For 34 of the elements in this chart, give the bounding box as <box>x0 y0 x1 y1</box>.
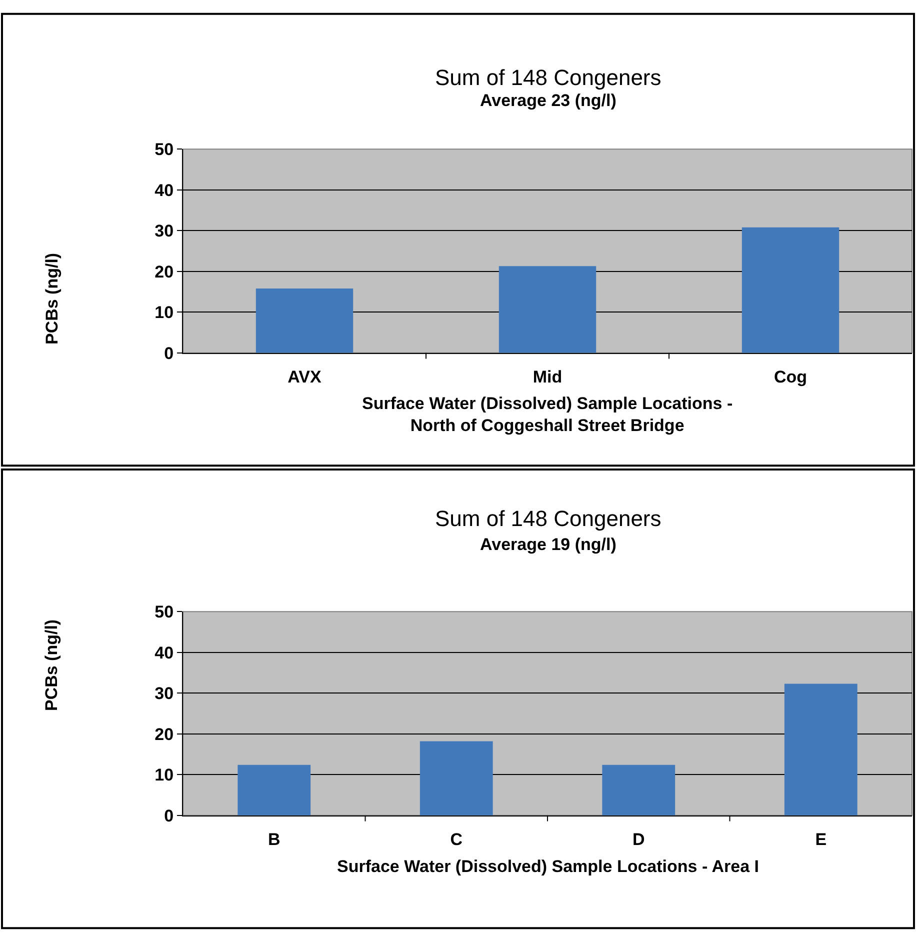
y-tick-label: 0 <box>164 806 174 826</box>
x-axis-title: Surface Water (Dissolved) Sample Locations - Area I <box>337 857 759 876</box>
y-tick-label: 20 <box>154 262 174 282</box>
y-tick-label: 40 <box>154 643 174 662</box>
bar <box>602 764 676 816</box>
bar <box>238 764 311 816</box>
x-tick-label: Mid <box>532 367 562 386</box>
y-tick-label: 30 <box>154 222 174 241</box>
x-tick-label: B <box>268 830 280 849</box>
x-axis-title: Surface Water (Dissolved) Sample Locations - North of Coggeshall Street Bridge <box>362 394 733 436</box>
y-tick-label: 0 <box>164 344 174 363</box>
bar <box>420 741 493 816</box>
x-tick-label: E <box>815 830 827 849</box>
x-tick-label: Cog <box>774 367 808 386</box>
chart-title: Sum of 148 Congeners <box>435 65 662 90</box>
y-tick-label: 20 <box>154 724 174 744</box>
x-tick-label: C <box>450 830 463 849</box>
bar <box>256 288 354 353</box>
y-tick-label: 30 <box>154 684 174 704</box>
bar <box>784 684 858 816</box>
x-tick-label: AVX <box>288 367 322 386</box>
y-tick-label: 40 <box>154 180 174 200</box>
y-tick-label: 50 <box>154 602 174 622</box>
y-axis-title: PCBs (ng/l) <box>42 619 61 712</box>
y-tick-label: 10 <box>154 303 174 322</box>
chart-title: Sum of 148 Congeners <box>435 506 662 531</box>
bar <box>742 227 840 353</box>
chart-subtitle: Average 23 (ng/l) <box>480 91 616 110</box>
y-tick-label: 50 <box>154 140 174 160</box>
x-tick-label: D <box>632 830 645 849</box>
chart-subtitle: Average 19 (ng/l) <box>480 535 616 554</box>
y-axis-title: PCBs (ng/l) <box>42 252 62 345</box>
bar <box>498 266 596 353</box>
y-tick-label: 10 <box>154 766 174 785</box>
